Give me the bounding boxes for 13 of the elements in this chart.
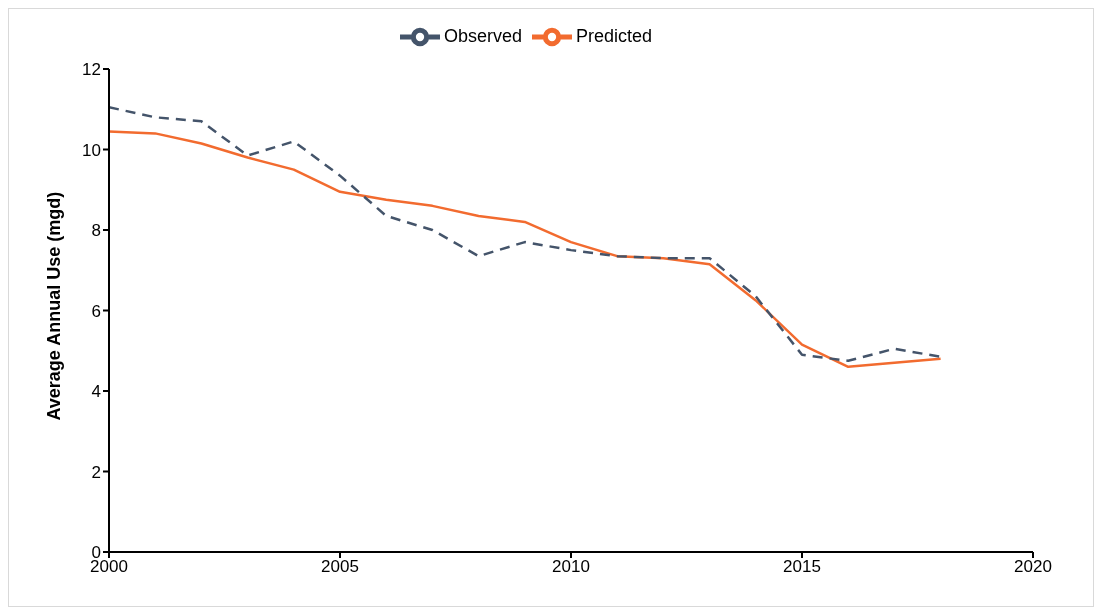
y-tick-label: 6: [91, 301, 101, 321]
y-tick-label: 8: [91, 221, 101, 241]
y-tick-label: 2: [91, 462, 101, 482]
legend-label: Predicted: [576, 25, 653, 46]
y-axis-title: Average Annual Use (mgd): [44, 191, 65, 421]
x-tick-label: 2010: [552, 557, 590, 577]
legend-label: Observed: [443, 25, 522, 46]
x-tick-label: 2005: [321, 557, 359, 577]
y-tick-label: 4: [91, 382, 101, 402]
x-tick-label: 2015: [783, 557, 821, 577]
y-tick-label: 12: [82, 60, 101, 80]
y-tick-label: 10: [82, 140, 101, 160]
x-tick-label: 2020: [1014, 557, 1052, 577]
